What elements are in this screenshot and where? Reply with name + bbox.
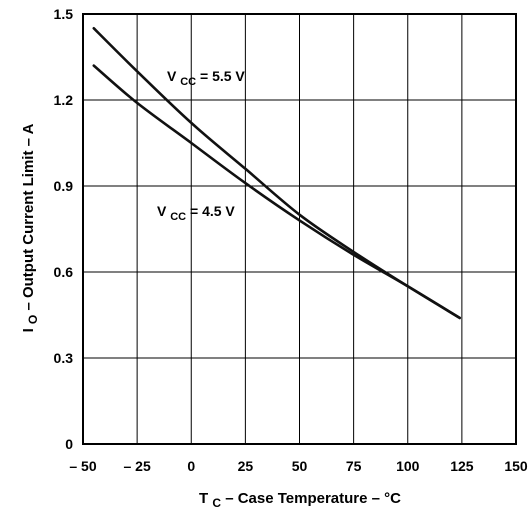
tick-labels: – 50 – 25 0 25 50 75 100 125 150 0 0.3 0.6 0.9 1.2 1.5	[54, 6, 528, 474]
series-lines	[92, 27, 461, 320]
x-axis-label-prefix: T	[199, 490, 208, 507]
series-label-vcc-5-5-prefix: V	[167, 68, 177, 84]
y-tick-label: 1.5	[54, 6, 74, 22]
series-label-vcc-5-5: V CC = 5.5 V	[167, 68, 245, 88]
plot-frame	[82, 13, 517, 445]
series-label-vcc-4-5-prefix: V	[157, 203, 167, 219]
x-tick-label: 0	[187, 458, 195, 474]
y-tick-label: 0.6	[54, 264, 74, 280]
series-line-vcc-5-5	[92, 27, 461, 320]
x-tick-label: 75	[346, 458, 362, 474]
y-axis-label-suffix: – Output Current Limit – A	[20, 123, 37, 310]
series-label-vcc-4-5-suffix: = 4.5 V	[190, 203, 235, 219]
y-tick-label: 1.2	[54, 92, 74, 108]
y-tick-label: 0.9	[54, 178, 74, 194]
x-axis-label-suffix: – Case Temperature – °C	[225, 490, 401, 507]
x-tick-label: – 25	[124, 458, 151, 474]
x-axis-label: T C – Case Temperature – °C	[199, 490, 401, 511]
y-tick-label: 0.3	[54, 350, 74, 366]
y-axis-label-prefix: I	[20, 328, 37, 332]
y-axis-label: I O – Output Current Limit – A	[20, 123, 41, 332]
x-tick-label: – 50	[69, 458, 96, 474]
series-label-vcc-5-5-sub: CC	[180, 76, 196, 88]
series-label-vcc-5-5-suffix: = 5.5 V	[200, 68, 245, 84]
x-axis-label-sub: C	[212, 496, 221, 510]
series-label-vcc-4-5-sub: CC	[170, 211, 186, 223]
x-tick-label: 125	[450, 458, 474, 474]
x-tick-label: 100	[396, 458, 420, 474]
x-tick-label: 25	[238, 458, 254, 474]
x-tick-label: 50	[292, 458, 308, 474]
x-tick-label: 150	[504, 458, 528, 474]
grid	[83, 14, 516, 444]
series-line-vcc-4-5	[92, 64, 461, 320]
series-label-vcc-4-5: V CC = 4.5 V	[157, 203, 235, 223]
y-axis-label-sub: O	[26, 315, 40, 324]
y-tick-label: 0	[65, 436, 73, 452]
